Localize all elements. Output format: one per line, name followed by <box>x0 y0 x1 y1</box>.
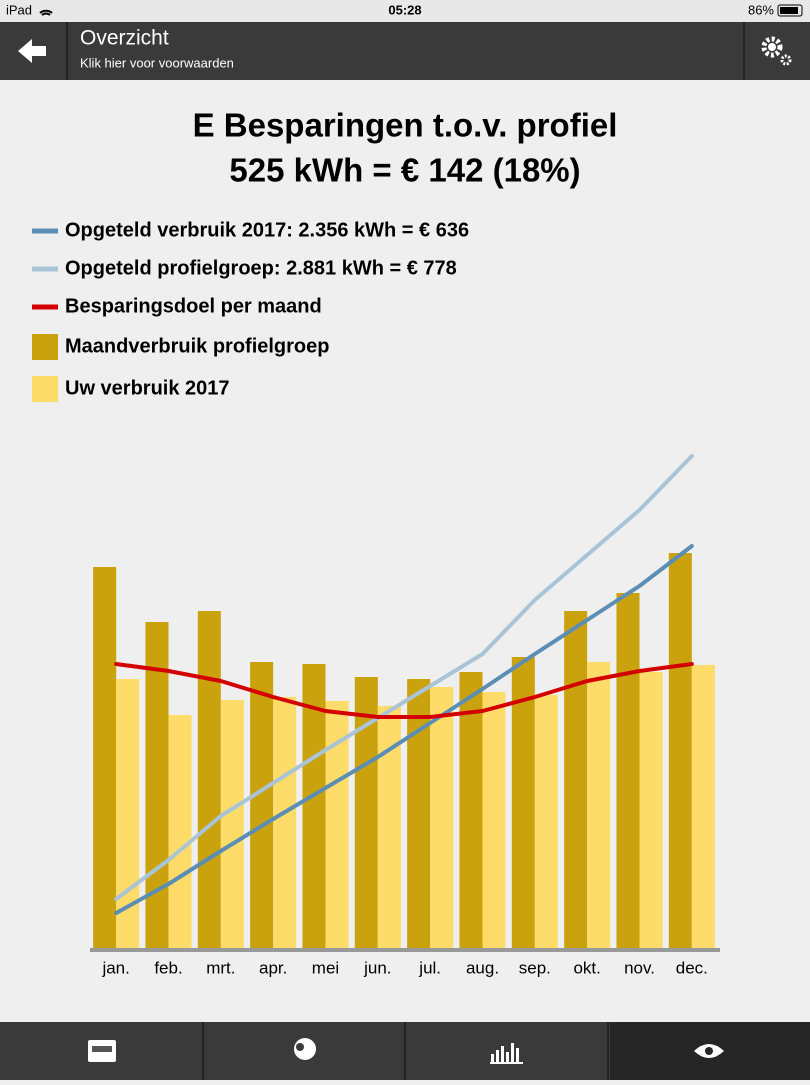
battery-text: 86% <box>748 2 774 17</box>
bar <box>668 553 692 948</box>
bar <box>534 695 558 948</box>
bar <box>587 662 611 948</box>
bar <box>691 665 715 948</box>
profile-tab[interactable] <box>294 1038 316 1060</box>
bar <box>407 679 431 948</box>
x-tick-label: apr. <box>259 958 287 977</box>
x-tick-label: okt. <box>573 958 600 977</box>
status-bar <box>0 0 810 22</box>
legend-label: Besparingsdoel per maand <box>65 295 322 317</box>
chart-tab[interactable] <box>490 1043 523 1064</box>
bar <box>459 672 483 948</box>
x-tick-label: feb. <box>154 958 182 977</box>
bar <box>564 611 588 948</box>
x-tick-label: nov. <box>624 958 655 977</box>
x-tick-label: jan. <box>101 958 129 977</box>
legend-swatch <box>32 376 58 402</box>
x-tick-label: sep. <box>519 958 551 977</box>
x-tick-label: mei <box>312 958 339 977</box>
battery-level <box>780 7 798 14</box>
legend-label: Opgeteld profielgroep: 2.881 kWh = € 778 <box>65 257 457 279</box>
eye-tab[interactable] <box>694 1044 724 1058</box>
device: iPad <box>6 2 32 17</box>
x-tick-label: dec. <box>676 958 708 977</box>
bar <box>273 697 297 948</box>
bar <box>616 593 640 948</box>
wifi-icon <box>39 9 53 16</box>
chart-subtitle: 525 kWh = € 142 (18%) <box>229 152 580 189</box>
bar <box>511 657 535 948</box>
legend-label: Opgeteld verbruik 2017: 2.356 kWh = € 63… <box>65 219 469 241</box>
bar <box>250 662 274 948</box>
x-tick-label: aug. <box>466 958 499 977</box>
bar <box>482 692 506 948</box>
legend-label: Maandverbruik profielgroep <box>65 335 330 357</box>
line <box>114 662 694 719</box>
bar <box>197 611 221 948</box>
bar <box>220 700 244 948</box>
bar <box>93 567 117 948</box>
bar <box>639 672 663 948</box>
time: 05:28 <box>388 2 421 17</box>
x-tick-label: jul. <box>418 958 441 977</box>
line <box>114 544 694 915</box>
battery-icon <box>777 4 803 17</box>
bar <box>354 677 378 948</box>
meter-tab[interactable] <box>88 1040 116 1062</box>
bar <box>168 715 192 948</box>
x-tick-label: jun. <box>363 958 391 977</box>
line <box>114 454 694 901</box>
legend-swatch <box>32 334 58 360</box>
nav-subtitle[interactable]: Klik hier voor voorwaarden <box>80 55 234 70</box>
bar <box>325 701 349 948</box>
nav-bar <box>0 22 810 80</box>
nav-title[interactable]: Overzicht <box>80 27 169 50</box>
legend-label: Uw verbruik 2017 <box>65 377 230 399</box>
back-button[interactable] <box>0 22 66 80</box>
bar <box>430 687 454 948</box>
bar <box>377 706 401 948</box>
settings-button[interactable] <box>761 36 792 66</box>
bar <box>116 679 140 948</box>
chart-title: E Besparingen t.o.v. profiel <box>193 107 618 144</box>
x-tick-label: mrt. <box>206 958 235 977</box>
bar <box>302 664 326 948</box>
